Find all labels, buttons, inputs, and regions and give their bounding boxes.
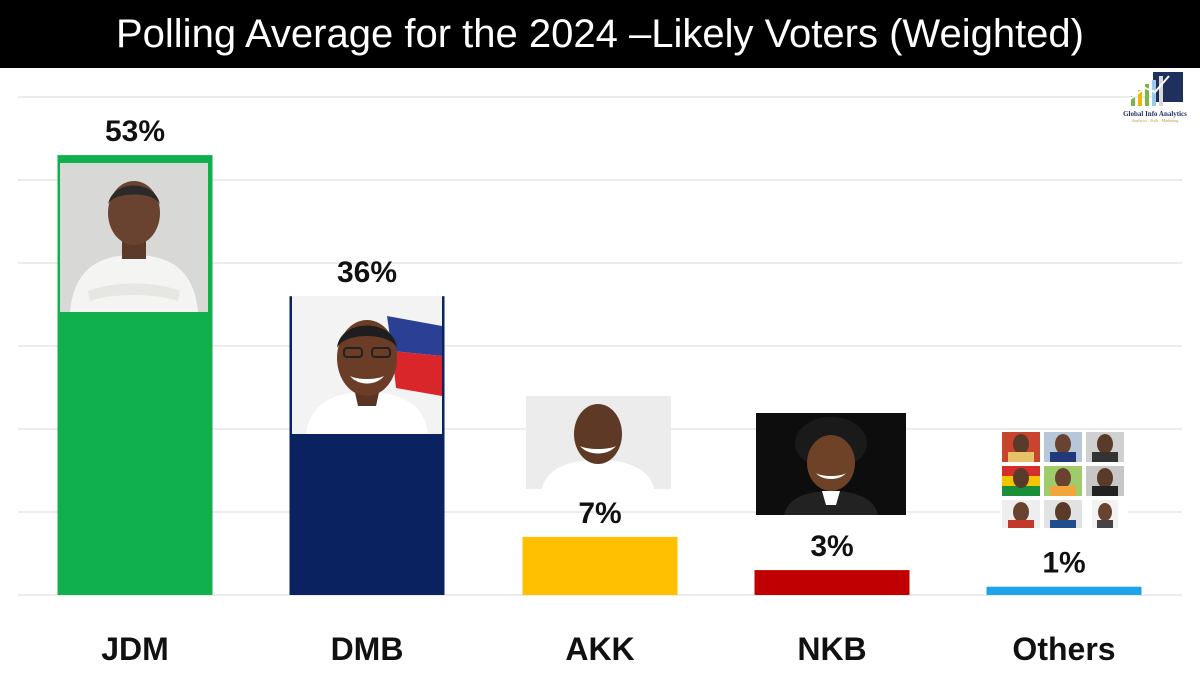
value-label-dmb: 36% <box>337 256 397 289</box>
nkb-portrait <box>756 413 906 515</box>
logo-name: Global Info Analytics <box>1123 110 1187 118</box>
value-label-others: 1% <box>1042 547 1085 580</box>
bar-others <box>986 586 1142 595</box>
category-label-others: Others <box>1012 631 1115 667</box>
category-label-dmb: DMB <box>331 631 404 667</box>
logo-tagline: Analytics · Polls · Marketing <box>1131 118 1179 123</box>
others-portraits-collage <box>1000 430 1128 530</box>
bar-akk <box>522 536 678 595</box>
value-label-akk: 7% <box>578 497 621 530</box>
value-label-jdm: 53% <box>105 115 165 148</box>
dmb-portrait <box>292 296 442 434</box>
category-label-nkb: NKB <box>797 631 866 667</box>
bar-chart: 53% JDM 36% DMB 7% AKK 3% NKB 1% Others <box>18 96 1182 667</box>
chart-title: Polling Average for the 2024 –Likely Vot… <box>0 0 1200 68</box>
bar-nkb <box>754 570 910 595</box>
brand-logo: Global Info Analytics Analytics · Polls … <box>1112 70 1198 132</box>
bar-chart-logo-icon <box>1128 72 1183 106</box>
value-label-nkb: 3% <box>810 530 853 563</box>
akk-portrait <box>526 396 671 489</box>
category-label-akk: AKK <box>565 631 634 667</box>
jdm-portrait <box>60 163 208 312</box>
category-label-jdm: JDM <box>101 631 169 667</box>
